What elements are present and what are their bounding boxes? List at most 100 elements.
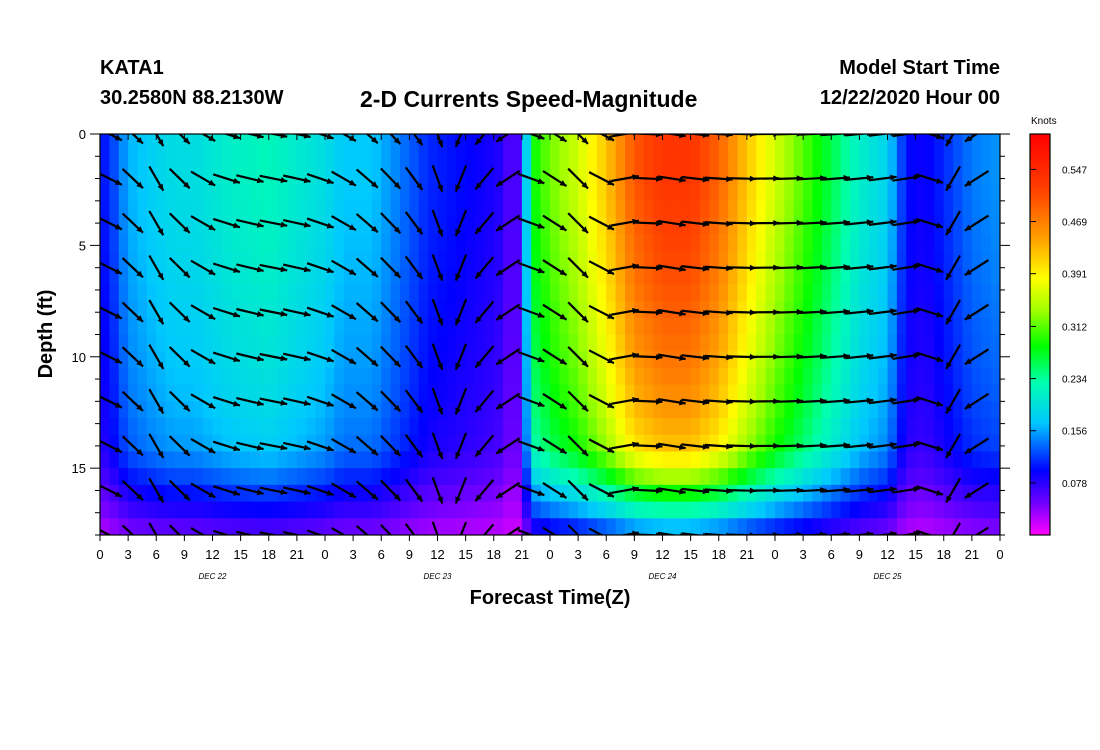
heat-cell	[878, 367, 889, 386]
heat-cell	[784, 367, 795, 386]
heat-cell	[390, 250, 401, 269]
heat-cell	[418, 167, 429, 185]
current-vector	[306, 440, 334, 452]
heat-cell	[821, 384, 832, 402]
current-vector	[259, 219, 288, 228]
heat-cell	[540, 401, 551, 419]
heat-cell	[765, 301, 776, 319]
heat-cell	[681, 367, 692, 386]
heat-cell	[812, 150, 823, 169]
heat-cell	[568, 484, 579, 503]
heat-cell	[578, 418, 589, 436]
heat-cell	[371, 518, 382, 535]
heat-cell	[315, 134, 326, 152]
heat-cell	[475, 468, 485, 486]
heat-cell	[596, 468, 607, 486]
heat-cell	[278, 150, 289, 169]
heat-cell	[250, 317, 260, 336]
heat-cell	[306, 484, 317, 503]
current-vector	[588, 527, 604, 535]
heat-cell	[934, 267, 945, 285]
heat-cell	[409, 418, 420, 436]
heat-cell	[971, 167, 982, 185]
current-vector	[868, 397, 897, 405]
heat-cell	[353, 150, 364, 169]
heat-cell	[268, 200, 279, 219]
heat-cell	[671, 284, 682, 302]
heat-cell	[371, 250, 382, 269]
heat-cell	[156, 351, 167, 369]
heat-cell	[315, 434, 326, 453]
heat-cell	[550, 384, 560, 402]
current-vector	[567, 212, 589, 234]
heat-cell	[868, 250, 879, 269]
heat-cell	[137, 200, 148, 219]
heat-cell	[775, 384, 785, 402]
heat-cell	[362, 267, 373, 285]
heat-cell	[568, 184, 579, 202]
heat-cell	[531, 501, 542, 519]
heat-cell	[718, 451, 729, 469]
heat-cell	[971, 518, 982, 535]
heat-cell	[381, 334, 392, 352]
heat-cell	[493, 200, 504, 219]
heat-cell	[643, 284, 654, 302]
heat-cell	[868, 367, 879, 386]
heat-cell	[709, 434, 720, 453]
heat-cell	[953, 367, 964, 386]
heat-cell	[925, 150, 935, 169]
heat-cell	[400, 418, 410, 436]
heat-cell	[587, 167, 598, 185]
heat-cell	[934, 434, 945, 453]
heat-cell	[465, 200, 476, 219]
current-vector	[474, 478, 495, 502]
heat-cell	[568, 150, 579, 169]
heat-cell	[653, 284, 664, 302]
heat-cell	[390, 384, 401, 402]
x-tick-label: 18	[712, 547, 726, 562]
current-vector	[681, 354, 710, 361]
heat-cell	[887, 484, 898, 503]
heat-cell	[962, 134, 973, 152]
heat-cell	[634, 217, 645, 235]
heat-cell	[718, 134, 729, 152]
heat-cell	[690, 167, 701, 185]
heat-cell	[671, 234, 682, 252]
heat-cell	[793, 150, 804, 169]
heat-cell	[690, 301, 701, 319]
heat-cell	[296, 518, 307, 535]
heat-cell	[465, 301, 476, 319]
heat-cell	[250, 501, 260, 519]
heat-cell	[840, 217, 851, 235]
current-vector	[945, 254, 962, 281]
heat-cell	[493, 317, 504, 336]
heat-cell	[390, 351, 401, 369]
current-vector	[474, 256, 495, 280]
heat-cell	[484, 401, 495, 419]
heat-cell	[268, 434, 279, 453]
current-vector	[190, 482, 216, 499]
heat-cell	[512, 184, 523, 202]
heat-cell	[231, 501, 242, 519]
heat-cell	[137, 367, 148, 386]
current-vector	[664, 134, 686, 139]
heat-cell	[784, 418, 795, 436]
heat-cell	[259, 200, 270, 219]
heat-cell	[334, 468, 345, 486]
heat-cell	[100, 217, 110, 235]
heat-cell	[484, 184, 495, 202]
heat-cell	[840, 250, 851, 269]
heat-cell	[278, 200, 289, 219]
heat-cell	[765, 200, 776, 219]
heat-cell	[315, 167, 326, 185]
heat-cell	[775, 401, 785, 419]
heat-cell	[953, 334, 964, 352]
heat-cell	[568, 284, 579, 302]
current-vector	[964, 348, 989, 366]
heat-cell	[493, 234, 504, 252]
heat-cell	[484, 434, 495, 453]
current-vector	[331, 215, 357, 232]
heat-cell	[971, 367, 982, 386]
heat-cell	[962, 401, 973, 419]
current-vector	[306, 351, 334, 363]
